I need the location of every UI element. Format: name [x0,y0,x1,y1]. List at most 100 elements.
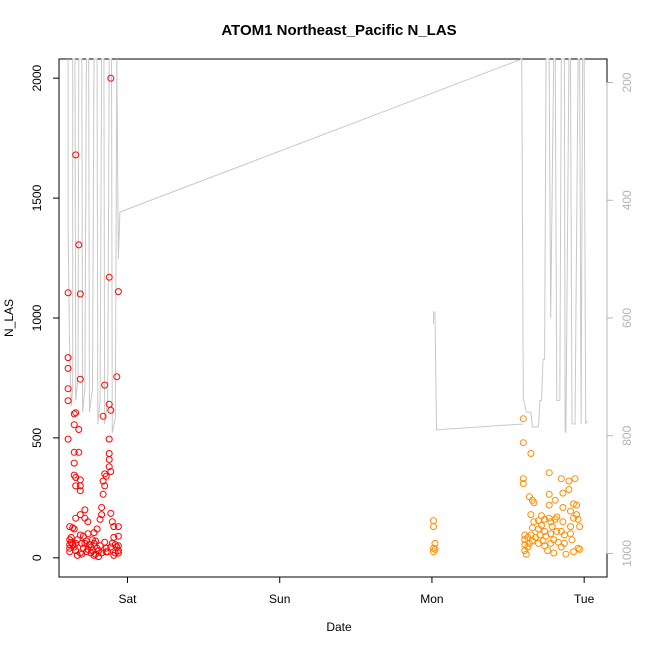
data-point [570,500,577,508]
data-point [64,364,72,372]
data-point [559,489,567,497]
data-point [72,514,80,522]
data-point [528,524,536,532]
points-layer [64,74,584,561]
data-point [105,435,113,443]
data-point [111,541,119,549]
data-point [576,523,584,531]
x-axis-label: Date [326,620,352,634]
data-point [544,547,552,555]
data-point [76,482,84,490]
y-tick-label: 1500 [30,184,44,211]
data-point [73,551,81,559]
data-point [538,521,545,529]
data-point [72,151,80,159]
data-point [64,435,72,443]
data-point [76,375,84,383]
data-point [101,381,109,389]
data-point [562,550,570,558]
data-point [553,513,561,521]
data-point [557,475,565,483]
y-tick-label: 1000 [30,304,44,331]
data-point [84,518,92,526]
data-point [102,544,110,552]
data-point [110,551,118,559]
data-point [64,354,72,362]
depth-line-layer [67,58,588,433]
data-point [559,518,567,526]
data-point [96,515,104,523]
data-point [110,533,118,541]
data-point [545,469,553,477]
chart-title: ATOM1 Northeast_Pacific N_LAS [221,22,456,39]
y-right-tick-label: 200 [620,72,634,92]
data-point [573,511,581,519]
data-point [530,499,538,507]
data-point [70,459,78,467]
data-point [574,515,582,523]
data-point [107,468,115,475]
data-point [576,545,584,553]
data-point [64,385,72,393]
data-point [522,550,530,558]
data-point [551,496,559,504]
data-point [431,545,439,553]
data-point [541,527,549,535]
data-point [545,490,553,498]
data-point [110,523,118,531]
plot-frame [58,58,608,578]
data-point [107,509,115,517]
data-point [565,477,573,485]
data-point [87,543,95,551]
data-point [519,439,527,447]
data-point [70,410,78,418]
x-tick-label: Sun [269,592,290,606]
y-axis-left: 0 500 1000 1500 2000 [30,65,60,561]
data-point [79,532,87,540]
data-point [72,482,80,490]
data-point [99,477,107,485]
data-point [559,504,567,511]
y-tick-label: 500 [30,428,44,448]
data-point [530,518,538,526]
data-point [114,523,122,531]
data-point [105,463,113,471]
data-point [567,523,574,531]
data-point [105,450,113,457]
data-point [113,373,121,381]
data-point [550,549,558,557]
data-point [76,290,84,298]
data-point [105,456,113,463]
data-point [114,542,122,550]
data-point [568,536,576,544]
data-point [92,537,99,545]
data-point [548,523,556,531]
data-point [64,289,72,297]
data-point [90,551,98,559]
data-point [430,544,437,552]
x-tick-label: Tue [574,592,595,606]
data-point [64,397,72,405]
data-point [69,524,77,532]
data-point [76,511,84,519]
data-point [108,518,116,526]
data-point [98,504,106,511]
data-point [114,288,122,296]
data-point [567,507,574,515]
data-point [107,406,115,414]
data-point [101,482,109,490]
data-point [70,448,78,456]
data-point [573,501,581,509]
data-point [67,533,75,541]
data-point [73,536,81,544]
data-point [102,472,110,480]
data-point [75,241,83,249]
data-point [75,448,83,456]
data-point [76,487,84,495]
data-point [547,530,555,538]
data-point [99,412,107,420]
data-point [553,527,561,535]
data-point [541,515,549,523]
data-point [96,542,104,550]
